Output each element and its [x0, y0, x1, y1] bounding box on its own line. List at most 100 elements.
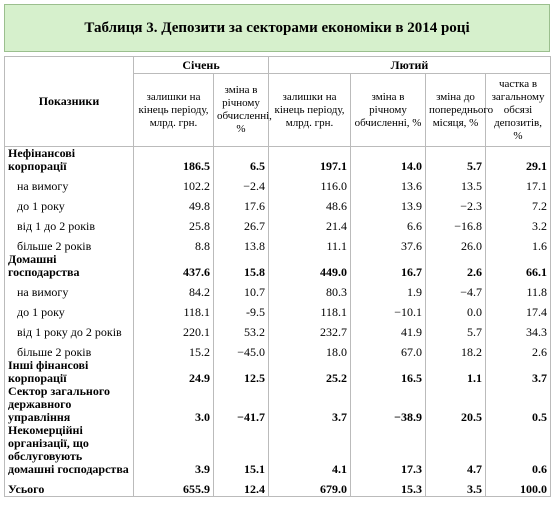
cell: 15.8	[212, 253, 270, 279]
cell: 34.3	[485, 319, 552, 339]
row-label: Домашні господарства	[4, 253, 134, 279]
row-label: Сектор загального державного управління	[4, 385, 134, 424]
table-title: Таблиця 3. Депозити за секторами економі…	[4, 4, 550, 52]
cell: 2.6	[425, 253, 487, 279]
cell: 100.0	[485, 476, 552, 497]
cell: 66.1	[485, 253, 552, 279]
cell: 17.4	[485, 299, 552, 319]
cell: 18.0	[268, 339, 352, 359]
row-label: на вимогу	[4, 279, 134, 299]
cell: 8.8	[133, 233, 214, 253]
row-label: на вимогу	[4, 173, 134, 193]
cell: 3.0	[133, 385, 214, 424]
cell: 37.6	[350, 233, 427, 253]
cell: 116.0	[268, 173, 352, 193]
cell: −38.9	[350, 385, 427, 424]
table-row: від 1 до 2 років 25.8 26.7 21.4 6.6 −16.8 3.2	[4, 213, 552, 233]
table-row: Інші фінансові корпорації 24.9 12.5 25.2 16.…	[4, 359, 552, 385]
cell: 84.2	[133, 279, 214, 299]
cell: 449.0	[268, 253, 352, 279]
row-label: від 1 до 2 років	[4, 213, 134, 233]
table-row: Домашні господарства 437.6 15.8 449.0 16.7 2.…	[4, 253, 552, 279]
cell: 232.7	[268, 319, 352, 339]
row-label: до 1 року	[4, 193, 134, 213]
cell: 12.4	[212, 476, 270, 497]
cell: 10.7	[212, 279, 270, 299]
cell: 5.7	[425, 319, 487, 339]
cell: 3.5	[425, 476, 487, 497]
row-label: Некомерційні організації, що обслуговуют…	[4, 424, 134, 476]
cell: 18.2	[425, 339, 487, 359]
cell: 17.6	[212, 193, 270, 213]
cell: 4.7	[425, 424, 487, 476]
table-row: до 1 року 49.8 17.6 48.6 13.9 −2.3 7.2	[4, 193, 552, 213]
cell: 3.2	[485, 213, 552, 233]
row-label: більше 2 років	[4, 233, 134, 253]
table-row: Усього 655.9 12.4 679.0 15.3 3.5 100.0	[4, 476, 552, 497]
cell: 26.7	[212, 213, 270, 233]
column-header: зміна в річному обчисленні, %	[212, 73, 272, 147]
column-header: зміна в річному обчисленні, %	[350, 73, 427, 147]
cell: 17.3	[350, 424, 427, 476]
cell: 1.1	[425, 359, 487, 385]
cell: −4.7	[425, 279, 487, 299]
header-row: Показники Січень Лютий	[4, 56, 552, 147]
cell: 15.2	[133, 339, 214, 359]
cell: 13.6	[350, 173, 427, 193]
cell: 49.8	[133, 193, 214, 213]
table-row: Нефінансові корпорації 186.5 6.5 197.1 14.0 5…	[4, 146, 552, 173]
cell: 25.8	[133, 213, 214, 233]
cell: 7.2	[485, 193, 552, 213]
cell: 3.7	[485, 359, 552, 385]
deposits-table: Показники Січень Лютий залишки на кінець…	[4, 56, 552, 497]
table-row: Некомерційні організації, що обслуговуют…	[4, 424, 552, 476]
cell: 118.1	[133, 299, 214, 319]
cell: 679.0	[268, 476, 352, 497]
table-row: на вимогу 102.2 −2.4 116.0 13.6 13.5 17.1	[4, 173, 552, 193]
table-row: Сектор загального державного управління 3…	[4, 385, 552, 424]
cell: 0.5	[485, 385, 552, 424]
cell: 21.4	[268, 213, 352, 233]
column-header: частка в загальному обсязі депозитів, %	[485, 73, 552, 147]
cell: -9.5	[212, 299, 270, 319]
table-body: Нефінансові корпорації 186.5 6.5 197.1 14.0 5…	[4, 146, 552, 497]
header-row: залишки на кінець періоду, млрд. грн. змі…	[5, 73, 552, 147]
cell: 15.1	[212, 424, 270, 476]
cell: 5.7	[425, 146, 487, 173]
cell: 20.5	[425, 385, 487, 424]
table-row: більше 2 років 15.2 −45.0 18.0 67.0 18.2 2.6	[4, 339, 552, 359]
table-row: до 1 року 118.1 -9.5 118.1 −10.1 0.0 17.4	[4, 299, 552, 319]
cell: 6.6	[350, 213, 427, 233]
cell: 24.9	[133, 359, 214, 385]
cell: 3.7	[268, 385, 352, 424]
cell: 13.8	[212, 233, 270, 253]
row-header: Показники	[4, 56, 134, 147]
cell: 655.9	[133, 476, 214, 497]
table-row: від 1 року до 2 років 220.1 53.2 232.7 41.9 5…	[4, 319, 552, 339]
cell: 16.7	[350, 253, 427, 279]
cell: 6.5	[212, 146, 270, 173]
cell: 12.5	[212, 359, 270, 385]
cell: 11.8	[485, 279, 552, 299]
cell: −10.1	[350, 299, 427, 319]
cell: 15.3	[350, 476, 427, 497]
cell: 0.0	[425, 299, 487, 319]
cell: 41.9	[350, 319, 427, 339]
cell: −45.0	[212, 339, 270, 359]
cell: 13.5	[425, 173, 487, 193]
cell: −41.7	[212, 385, 270, 424]
cell: 29.1	[485, 146, 552, 173]
table-row: на вимогу 84.2 10.7 80.3 1.9 −4.7 11.8	[4, 279, 552, 299]
cell: 1.6	[485, 233, 552, 253]
cell: 26.0	[425, 233, 487, 253]
row-label: більше 2 років	[4, 339, 134, 359]
cell: −16.8	[425, 213, 487, 233]
cell: 16.5	[350, 359, 427, 385]
cell: 220.1	[133, 319, 214, 339]
row-label: Усього	[4, 476, 134, 497]
group-header: Лютий	[268, 56, 552, 74]
cell: 437.6	[133, 253, 214, 279]
cell: 48.6	[268, 193, 352, 213]
cell: 102.2	[133, 173, 214, 193]
